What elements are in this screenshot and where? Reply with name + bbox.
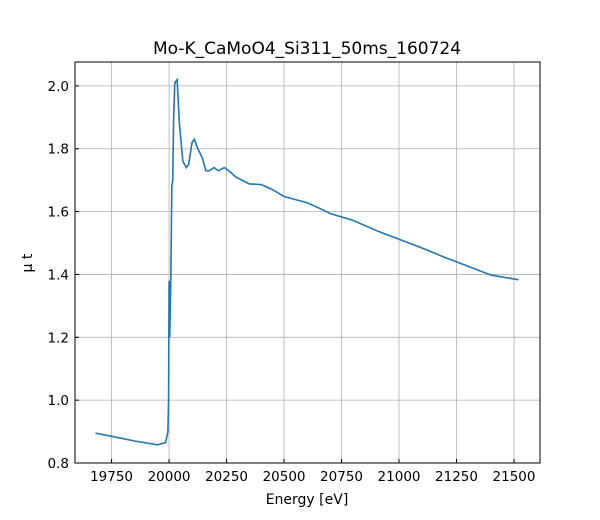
x-tick-label: 20500 — [263, 469, 306, 485]
plot-frame — [74, 61, 541, 464]
chart-title: Mo-K_CaMoO4_Si311_50ms_160724 — [153, 39, 461, 59]
x-tick-label: 20000 — [148, 469, 191, 485]
x-tick-label: 19750 — [90, 469, 133, 485]
x-axis-label: Energy [eV] — [266, 492, 349, 508]
y-tick-label: 1.4 — [48, 267, 69, 283]
x-tick-label: 20750 — [320, 469, 363, 485]
y-tick-label: 1.6 — [48, 205, 69, 221]
x-tick-label: 21500 — [493, 469, 536, 485]
y-tick-label: 0.8 — [48, 456, 69, 472]
y-tick-label: 1.0 — [48, 393, 69, 409]
data-line — [95, 77, 519, 446]
y-axis-label: μ t — [20, 253, 36, 272]
y-tick-label: 1.8 — [48, 142, 69, 158]
y-tick-label: 2.0 — [48, 79, 69, 95]
x-tick-label: 21000 — [378, 469, 421, 485]
x-tick-label: 21250 — [435, 469, 478, 485]
x-tick-label: 20250 — [205, 469, 248, 485]
y-tick-label: 1.2 — [48, 330, 69, 346]
